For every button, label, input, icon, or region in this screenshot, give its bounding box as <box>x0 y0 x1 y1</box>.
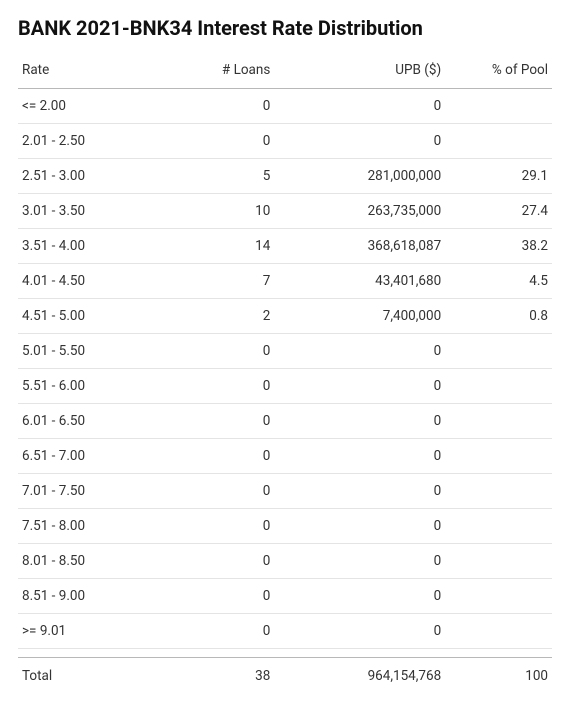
cell-rate: 5.01 - 5.50 <box>18 334 168 369</box>
cell-loans: 0 <box>168 334 275 369</box>
cell-upb: 0 <box>274 89 445 124</box>
table-row: >= 9.0100 <box>18 614 552 649</box>
cell-pct <box>445 334 552 369</box>
table-row: 4.01 - 4.50743,401,6804.5 <box>18 264 552 299</box>
cell-rate: >= 9.01 <box>18 614 168 649</box>
cell-upb: 7,400,000 <box>274 299 445 334</box>
cell-loans: 0 <box>168 614 275 649</box>
cell-pct: 38.2 <box>445 229 552 264</box>
cell-loans: 10 <box>168 194 275 229</box>
total-pct: 100 <box>445 658 552 695</box>
table-total-row: Total 38 964,154,768 100 <box>18 658 552 695</box>
table-row: 5.01 - 5.5000 <box>18 334 552 369</box>
cell-loans: 0 <box>168 579 275 614</box>
col-header-loans: # Loans <box>168 54 275 89</box>
cell-upb: 0 <box>274 369 445 404</box>
cell-upb: 0 <box>274 439 445 474</box>
cell-pct <box>445 474 552 509</box>
cell-upb: 281,000,000 <box>274 159 445 194</box>
table-row: 2.51 - 3.005281,000,00029.1 <box>18 159 552 194</box>
cell-pct <box>445 404 552 439</box>
col-header-pct: % of Pool <box>445 54 552 89</box>
cell-upb: 263,735,000 <box>274 194 445 229</box>
distribution-table: Rate # Loans UPB ($) % of Pool <= 2.0000… <box>18 54 552 694</box>
cell-loans: 0 <box>168 124 275 159</box>
total-label: Total <box>18 658 168 695</box>
cell-upb: 0 <box>274 474 445 509</box>
table-body: <= 2.00002.01 - 2.50002.51 - 3.005281,00… <box>18 89 552 658</box>
cell-loans: 0 <box>168 544 275 579</box>
cell-upb: 0 <box>274 614 445 649</box>
cell-rate: 2.51 - 3.00 <box>18 159 168 194</box>
cell-rate: 4.01 - 4.50 <box>18 264 168 299</box>
cell-rate: 6.51 - 7.00 <box>18 439 168 474</box>
table-row: 2.01 - 2.5000 <box>18 124 552 159</box>
table-row: 4.51 - 5.0027,400,0000.8 <box>18 299 552 334</box>
table-row: 6.51 - 7.0000 <box>18 439 552 474</box>
cell-rate: 8.01 - 8.50 <box>18 544 168 579</box>
col-header-upb: UPB ($) <box>274 54 445 89</box>
total-loans: 38 <box>168 658 275 695</box>
cell-rate: 5.51 - 6.00 <box>18 369 168 404</box>
cell-loans: 7 <box>168 264 275 299</box>
cell-rate: 4.51 - 5.00 <box>18 299 168 334</box>
cell-pct <box>445 89 552 124</box>
cell-upb: 0 <box>274 334 445 369</box>
cell-loans: 0 <box>168 89 275 124</box>
cell-rate: 8.51 - 9.00 <box>18 579 168 614</box>
cell-upb: 368,618,087 <box>274 229 445 264</box>
cell-upb: 43,401,680 <box>274 264 445 299</box>
cell-loans: 0 <box>168 369 275 404</box>
cell-pct <box>445 439 552 474</box>
cell-pct: 29.1 <box>445 159 552 194</box>
cell-loans: 14 <box>168 229 275 264</box>
cell-upb: 0 <box>274 404 445 439</box>
cell-loans: 0 <box>168 474 275 509</box>
cell-rate: <= 2.00 <box>18 89 168 124</box>
cell-loans: 0 <box>168 509 275 544</box>
cell-rate: 7.01 - 7.50 <box>18 474 168 509</box>
table-spacer <box>18 649 552 658</box>
cell-loans: 2 <box>168 299 275 334</box>
cell-upb: 0 <box>274 579 445 614</box>
cell-loans: 5 <box>168 159 275 194</box>
cell-upb: 0 <box>274 124 445 159</box>
col-header-rate: Rate <box>18 54 168 89</box>
table-row: 3.51 - 4.0014368,618,08738.2 <box>18 229 552 264</box>
cell-rate: 3.01 - 3.50 <box>18 194 168 229</box>
cell-pct: 4.5 <box>445 264 552 299</box>
table-row: <= 2.0000 <box>18 89 552 124</box>
page-title: BANK 2021-BNK34 Interest Rate Distributi… <box>18 16 552 40</box>
table-header-row: Rate # Loans UPB ($) % of Pool <box>18 54 552 89</box>
cell-pct: 27.4 <box>445 194 552 229</box>
cell-loans: 0 <box>168 439 275 474</box>
table-row: 6.01 - 6.5000 <box>18 404 552 439</box>
cell-pct <box>445 369 552 404</box>
cell-upb: 0 <box>274 544 445 579</box>
cell-pct <box>445 124 552 159</box>
cell-rate: 3.51 - 4.00 <box>18 229 168 264</box>
cell-upb: 0 <box>274 509 445 544</box>
cell-rate: 2.01 - 2.50 <box>18 124 168 159</box>
cell-rate: 6.01 - 6.50 <box>18 404 168 439</box>
table-row: 7.01 - 7.5000 <box>18 474 552 509</box>
table-row: 8.01 - 8.5000 <box>18 544 552 579</box>
cell-pct <box>445 614 552 649</box>
cell-rate: 7.51 - 8.00 <box>18 509 168 544</box>
cell-loans: 0 <box>168 404 275 439</box>
cell-pct <box>445 509 552 544</box>
cell-pct <box>445 544 552 579</box>
total-upb: 964,154,768 <box>274 658 445 695</box>
table-row: 5.51 - 6.0000 <box>18 369 552 404</box>
table-row: 3.01 - 3.5010263,735,00027.4 <box>18 194 552 229</box>
table-row: 7.51 - 8.0000 <box>18 509 552 544</box>
table-row: 8.51 - 9.0000 <box>18 579 552 614</box>
cell-pct: 0.8 <box>445 299 552 334</box>
cell-pct <box>445 579 552 614</box>
